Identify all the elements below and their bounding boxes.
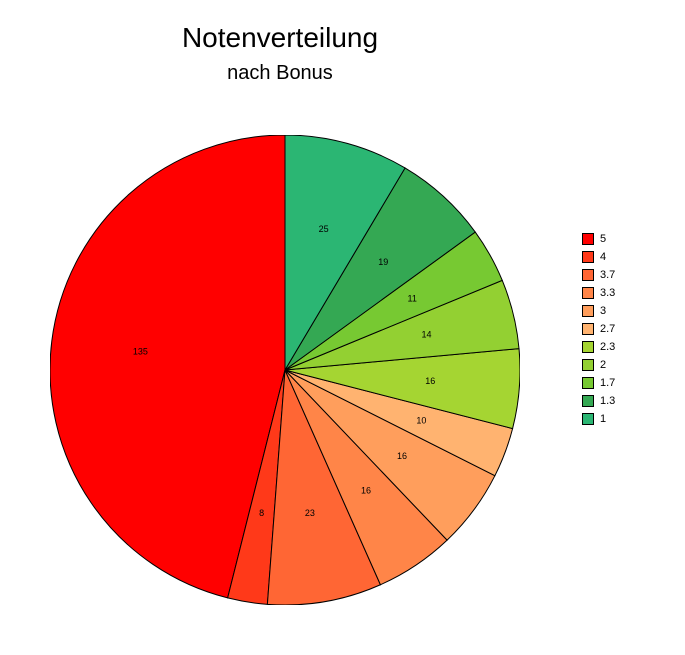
- legend-swatch: [582, 305, 594, 317]
- chart-title: Notenverteilung: [0, 22, 560, 54]
- legend-label: 3.7: [600, 266, 615, 284]
- pie-chart: 135 8 23 16 16 10 16 14 11 19 25: [50, 135, 520, 605]
- legend-label: 3.3: [600, 284, 615, 302]
- legend-item: 1.7: [582, 374, 615, 392]
- legend-item: 3.3: [582, 284, 615, 302]
- legend-swatch: [582, 377, 594, 389]
- legend-label: 2: [600, 356, 606, 374]
- slice-value-label: 16: [361, 485, 371, 495]
- legend-swatch: [582, 359, 594, 371]
- slice-value-label: 14: [421, 330, 431, 340]
- slice-value-label: 25: [319, 224, 329, 234]
- legend-swatch: [582, 269, 594, 281]
- slice-value-label: 23: [305, 508, 315, 518]
- legend-label: 2.7: [600, 320, 615, 338]
- legend-label: 5: [600, 230, 606, 248]
- slice-value-label: 16: [425, 376, 435, 386]
- slice-value-label: 16: [397, 451, 407, 461]
- legend-swatch: [582, 413, 594, 425]
- legend-swatch: [582, 287, 594, 299]
- legend-swatch: [582, 233, 594, 245]
- legend-item: 3.7: [582, 266, 615, 284]
- legend-item: 1.3: [582, 392, 615, 410]
- legend-label: 2.3: [600, 338, 615, 356]
- chart-subtitle: nach Bonus: [0, 62, 560, 85]
- legend-item: 3: [582, 302, 615, 320]
- legend-swatch: [582, 251, 594, 263]
- slice-value-label: 8: [259, 508, 264, 518]
- legend-label: 4: [600, 248, 606, 266]
- legend-item: 2.3: [582, 338, 615, 356]
- legend: 543.73.332.72.321.71.31: [582, 230, 615, 428]
- slice-value-label: 135: [133, 346, 148, 356]
- legend-label: 1.7: [600, 374, 615, 392]
- slice-value-label: 11: [408, 293, 417, 303]
- legend-item: 1: [582, 410, 615, 428]
- slice-value-label: 19: [378, 257, 388, 267]
- legend-swatch: [582, 323, 594, 335]
- legend-swatch: [582, 395, 594, 407]
- legend-item: 2.7: [582, 320, 615, 338]
- legend-swatch: [582, 341, 594, 353]
- legend-item: 2: [582, 356, 615, 374]
- legend-label: 1.3: [600, 392, 615, 410]
- legend-label: 1: [600, 410, 606, 428]
- legend-item: 4: [582, 248, 615, 266]
- legend-item: 5: [582, 230, 615, 248]
- legend-label: 3: [600, 302, 606, 320]
- slice-value-label: 10: [416, 416, 426, 426]
